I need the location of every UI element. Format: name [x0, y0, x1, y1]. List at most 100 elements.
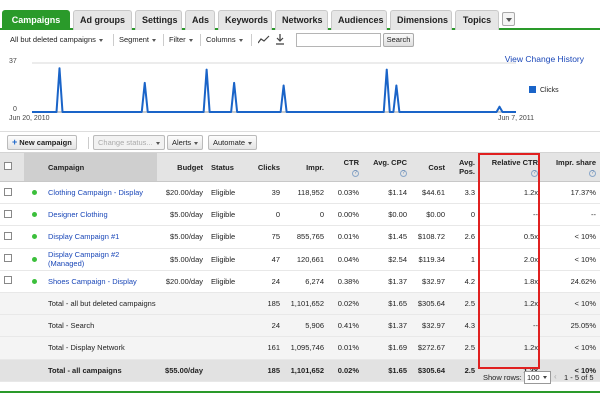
help-icon[interactable]: ? [531, 169, 538, 177]
chart-toggle-icon[interactable] [258, 35, 270, 44]
data-point-peak [58, 67, 61, 70]
alerts-dropdown[interactable]: Alerts [167, 135, 204, 150]
cell-impr-share: -- [542, 203, 600, 227]
filter-label: Filter [169, 35, 186, 44]
header-avg-pos[interactable]: Avg. Pos. [449, 152, 479, 182]
row-checkbox[interactable] [4, 276, 12, 285]
header-budget[interactable]: Budget [157, 152, 207, 182]
download-icon[interactable] [275, 34, 285, 45]
cell-impr: 120,661 [284, 248, 328, 271]
more-tabs-dropdown[interactable] [502, 12, 515, 26]
chevron-down-icon [194, 141, 199, 145]
empty-cell [24, 359, 44, 382]
header-cost[interactable]: Cost [411, 152, 449, 182]
cell-avg-cpc: $2.54 [363, 248, 411, 271]
action-toolbar: + New campaign Change status... Alerts Au… [0, 131, 600, 151]
x-axis-start-label: Jun 20, 2010 [9, 115, 50, 122]
divider [200, 34, 201, 46]
total-label: Total - Display Network [44, 336, 157, 360]
automate-dropdown[interactable]: Automate [208, 135, 258, 150]
header-budget-label: Budget [177, 162, 203, 172]
cell-budget: $5.00/day [157, 225, 207, 249]
tab-settings[interactable]: Settings [135, 10, 182, 30]
tab-campaigns[interactable]: Campaigns [2, 10, 70, 30]
row-checkbox[interactable] [4, 231, 12, 240]
header-status[interactable]: Status [207, 152, 251, 182]
row-checkbox-cell [0, 203, 24, 227]
header-impr[interactable]: Impr. [284, 152, 328, 182]
rows-per-page-select[interactable]: 100 [524, 371, 551, 384]
empty-cell [207, 359, 251, 382]
cell-avg-cpc: $1.14 [363, 181, 411, 205]
cell-cost: $0.00 [411, 203, 449, 227]
tab-networks[interactable]: Networks [275, 10, 328, 30]
table-row[interactable]: Shoes Campaign - Display $20.00/day Eligib… [0, 270, 600, 293]
previous-page-icon[interactable]: ‹ [554, 372, 557, 381]
table-row[interactable]: Designer Clothing $5.00/day Eligible 0 0 0.00… [0, 203, 600, 227]
filter-toolbar: All but deleted campaigns Segment Filter… [0, 32, 600, 48]
header-clicks[interactable]: Clicks [251, 152, 284, 182]
tab-ad-groups[interactable]: Ad groups [73, 10, 132, 30]
view-change-history-link[interactable]: View Change History [504, 54, 584, 64]
cell-impr: 855,765 [284, 225, 328, 249]
chevron-down-icon [248, 141, 253, 145]
cell-status: Eligible [207, 225, 251, 249]
table-row[interactable]: Clothing Campaign - Display $20.00/day Eli… [0, 181, 600, 205]
campaign-name-cell: Clothing Campaign - Display [44, 181, 157, 205]
table-row[interactable]: Display Campaign #1 $5.00/day Eligible 75 85… [0, 225, 600, 249]
tab-dimensions[interactable]: Dimensions [390, 10, 452, 30]
header-avg-cpc[interactable]: Avg. CPC? [363, 152, 411, 182]
campaign-link[interactable]: Designer Clothing [48, 210, 108, 220]
header-relative-ctr[interactable]: Relative CTR? [479, 152, 542, 182]
help-icon[interactable]: ? [400, 169, 407, 177]
tab-keywords[interactable]: Keywords [218, 10, 272, 30]
header-impr-share[interactable]: Impr. share? [542, 152, 600, 182]
campaigns-table: Campaign Budget Status Clicks Impr. CTR?… [0, 152, 600, 382]
cell-clicks: 185 [251, 292, 284, 316]
header-ctr-label: CTR [343, 157, 359, 167]
campaign-link[interactable]: Display Campaign #1 [48, 232, 120, 242]
tab-topics[interactable]: Topics [455, 10, 499, 30]
chevron-down-icon [98, 38, 103, 42]
header-status-label: Status [211, 162, 234, 172]
search-button[interactable]: Search [383, 33, 414, 47]
help-icon[interactable]: ? [589, 169, 596, 177]
table-row[interactable]: Display Campaign #2 (Managed) $5.00/day El… [0, 248, 600, 271]
new-campaign-button[interactable]: + New campaign [7, 135, 77, 150]
header-ctr[interactable]: CTR? [328, 152, 363, 182]
header-campaign[interactable]: Campaign [44, 152, 157, 182]
help-icon[interactable]: ? [352, 169, 359, 177]
row-checkbox[interactable] [4, 209, 12, 218]
tab-bar: Campaigns Ad groups Settings Ads Keyword… [0, 0, 600, 30]
row-checkbox[interactable] [4, 254, 12, 263]
performance-chart: View Change History 37 0 Jun 20, 2010 Ju… [0, 50, 600, 128]
tab-audiences[interactable]: Audiences [331, 10, 387, 30]
campaign-link[interactable]: Shoes Campaign - Display [48, 276, 137, 286]
cell-clicks: 47 [251, 248, 284, 271]
campaign-link[interactable]: Display Campaign #2 (Managed) [48, 250, 120, 269]
cell-avg-pos: 3.3 [449, 181, 479, 205]
filter-dropdown[interactable]: Filter [169, 33, 193, 47]
header-avg-pos-label-1: Avg. [459, 158, 475, 167]
data-point-peak [205, 68, 208, 71]
cell-clicks: 75 [251, 225, 284, 249]
row-checkbox-cell [0, 270, 24, 293]
campaign-view-dropdown[interactable]: All but deleted campaigns [10, 33, 103, 47]
select-all-cell [0, 152, 24, 182]
segment-dropdown[interactable]: Segment [119, 33, 157, 47]
cell-ctr: 0.03% [328, 181, 363, 205]
search-input[interactable] [296, 33, 381, 47]
cell-budget: $5.00/day [157, 248, 207, 271]
header-campaign-label: Campaign [48, 162, 85, 172]
empty-cell [0, 359, 24, 382]
total-label: Total - all campaigns [44, 359, 157, 382]
status-dot-cell [24, 203, 44, 227]
campaign-link[interactable]: Clothing Campaign - Display [48, 188, 144, 198]
columns-dropdown[interactable]: Columns [206, 33, 243, 47]
change-status-dropdown[interactable]: Change status... [93, 135, 165, 150]
select-all-checkbox[interactable] [4, 162, 12, 170]
total-row: Total - Display Network 161 1,095,746 0.01%… [0, 336, 600, 360]
tab-ads[interactable]: Ads [185, 10, 215, 30]
row-checkbox[interactable] [4, 187, 12, 196]
campaign-name-cell: Designer Clothing [44, 203, 157, 227]
